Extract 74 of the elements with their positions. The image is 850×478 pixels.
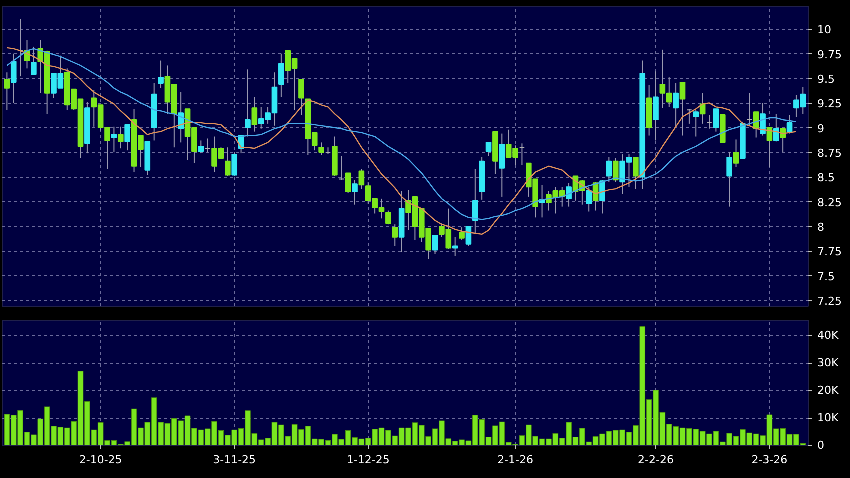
candlestick: [760, 102, 766, 136]
candlestick: [392, 224, 398, 247]
candlestick: [519, 143, 526, 166]
candlestick: [198, 140, 204, 154]
y-tick-label: 10: [818, 24, 832, 37]
y-tick-label: 30K: [818, 356, 840, 370]
candlestick: [600, 180, 606, 214]
y-tick-label: 10K: [818, 412, 840, 425]
y-tick-label: 8.75: [818, 147, 842, 160]
candlestick: [726, 152, 732, 208]
candlestick: [386, 210, 392, 226]
y-tick-label: 7.25: [818, 295, 842, 308]
x-tick-label: 2-2-26: [638, 454, 674, 466]
candlestick: [358, 168, 365, 190]
candlestick: [693, 110, 700, 138]
y-tick-label: 9.25: [818, 98, 842, 111]
candlestick: [245, 69, 251, 138]
candlestick: [673, 82, 679, 128]
candlestick: [499, 133, 506, 198]
candlestick: [606, 156, 612, 183]
candlestick: [232, 152, 238, 177]
candlestick: [111, 126, 118, 154]
candlestick: [252, 96, 258, 132]
candlestick: [466, 226, 472, 247]
candlestick: [786, 114, 793, 134]
y-tick-label: 9.75: [818, 48, 842, 62]
candlestick: [18, 18, 24, 78]
y-tick-label: 8: [818, 221, 824, 234]
candlestick: [432, 234, 438, 255]
candlestick: [746, 92, 753, 126]
candlestick: [124, 124, 130, 152]
candlestick: [733, 139, 740, 168]
candlestick: [780, 128, 786, 154]
candlestick: [345, 172, 352, 194]
candlestick: [633, 156, 639, 190]
y-tick-label: 0: [818, 439, 824, 452]
candlestick: [459, 227, 465, 241]
candlestick: [338, 156, 345, 181]
candlestick: [713, 108, 720, 132]
candlestick: [680, 82, 686, 136]
candlestick: [566, 182, 572, 208]
y-tick-label: 7.75: [818, 246, 842, 259]
x-tick-label: 2-1-26: [498, 454, 534, 466]
candlestick: [204, 138, 211, 154]
candlestick: [612, 158, 619, 183]
candlestick: [586, 186, 592, 212]
y-tick-label: 9: [818, 122, 824, 136]
y-tick-label: 8.25: [818, 196, 842, 210]
candlestick: [4, 72, 10, 111]
x-tick-label: 3-11-25: [213, 454, 256, 466]
y-tick-label: 7.5: [818, 270, 835, 284]
candlestick: [452, 236, 458, 257]
candlestick: [10, 53, 17, 104]
candlestick: [298, 79, 304, 116]
candlestick: [472, 168, 478, 234]
x-tick-label: 2-10-25: [79, 454, 122, 466]
y-tick-label: 20K: [818, 384, 840, 398]
x-tick-label: 1-12-25: [346, 454, 390, 466]
candlestick: [686, 108, 692, 124]
candlestick: [352, 180, 358, 206]
x-tick-label: 2-3-26: [752, 454, 788, 466]
y-tick-label: 40K: [818, 329, 840, 342]
candlestick: [318, 142, 324, 156]
candlestick: [773, 114, 780, 142]
candlestick: [486, 142, 492, 157]
candlestick: [278, 53, 284, 98]
y-tick-label: 8.5: [818, 172, 835, 185]
candlestick: [653, 71, 659, 142]
candlestick: [118, 126, 124, 150]
candlestick: [31, 46, 37, 76]
candlestick: [158, 60, 164, 89]
candlestick: [225, 147, 231, 177]
y-tick-label: 9.5: [818, 73, 835, 86]
candlestick: [706, 114, 712, 130]
